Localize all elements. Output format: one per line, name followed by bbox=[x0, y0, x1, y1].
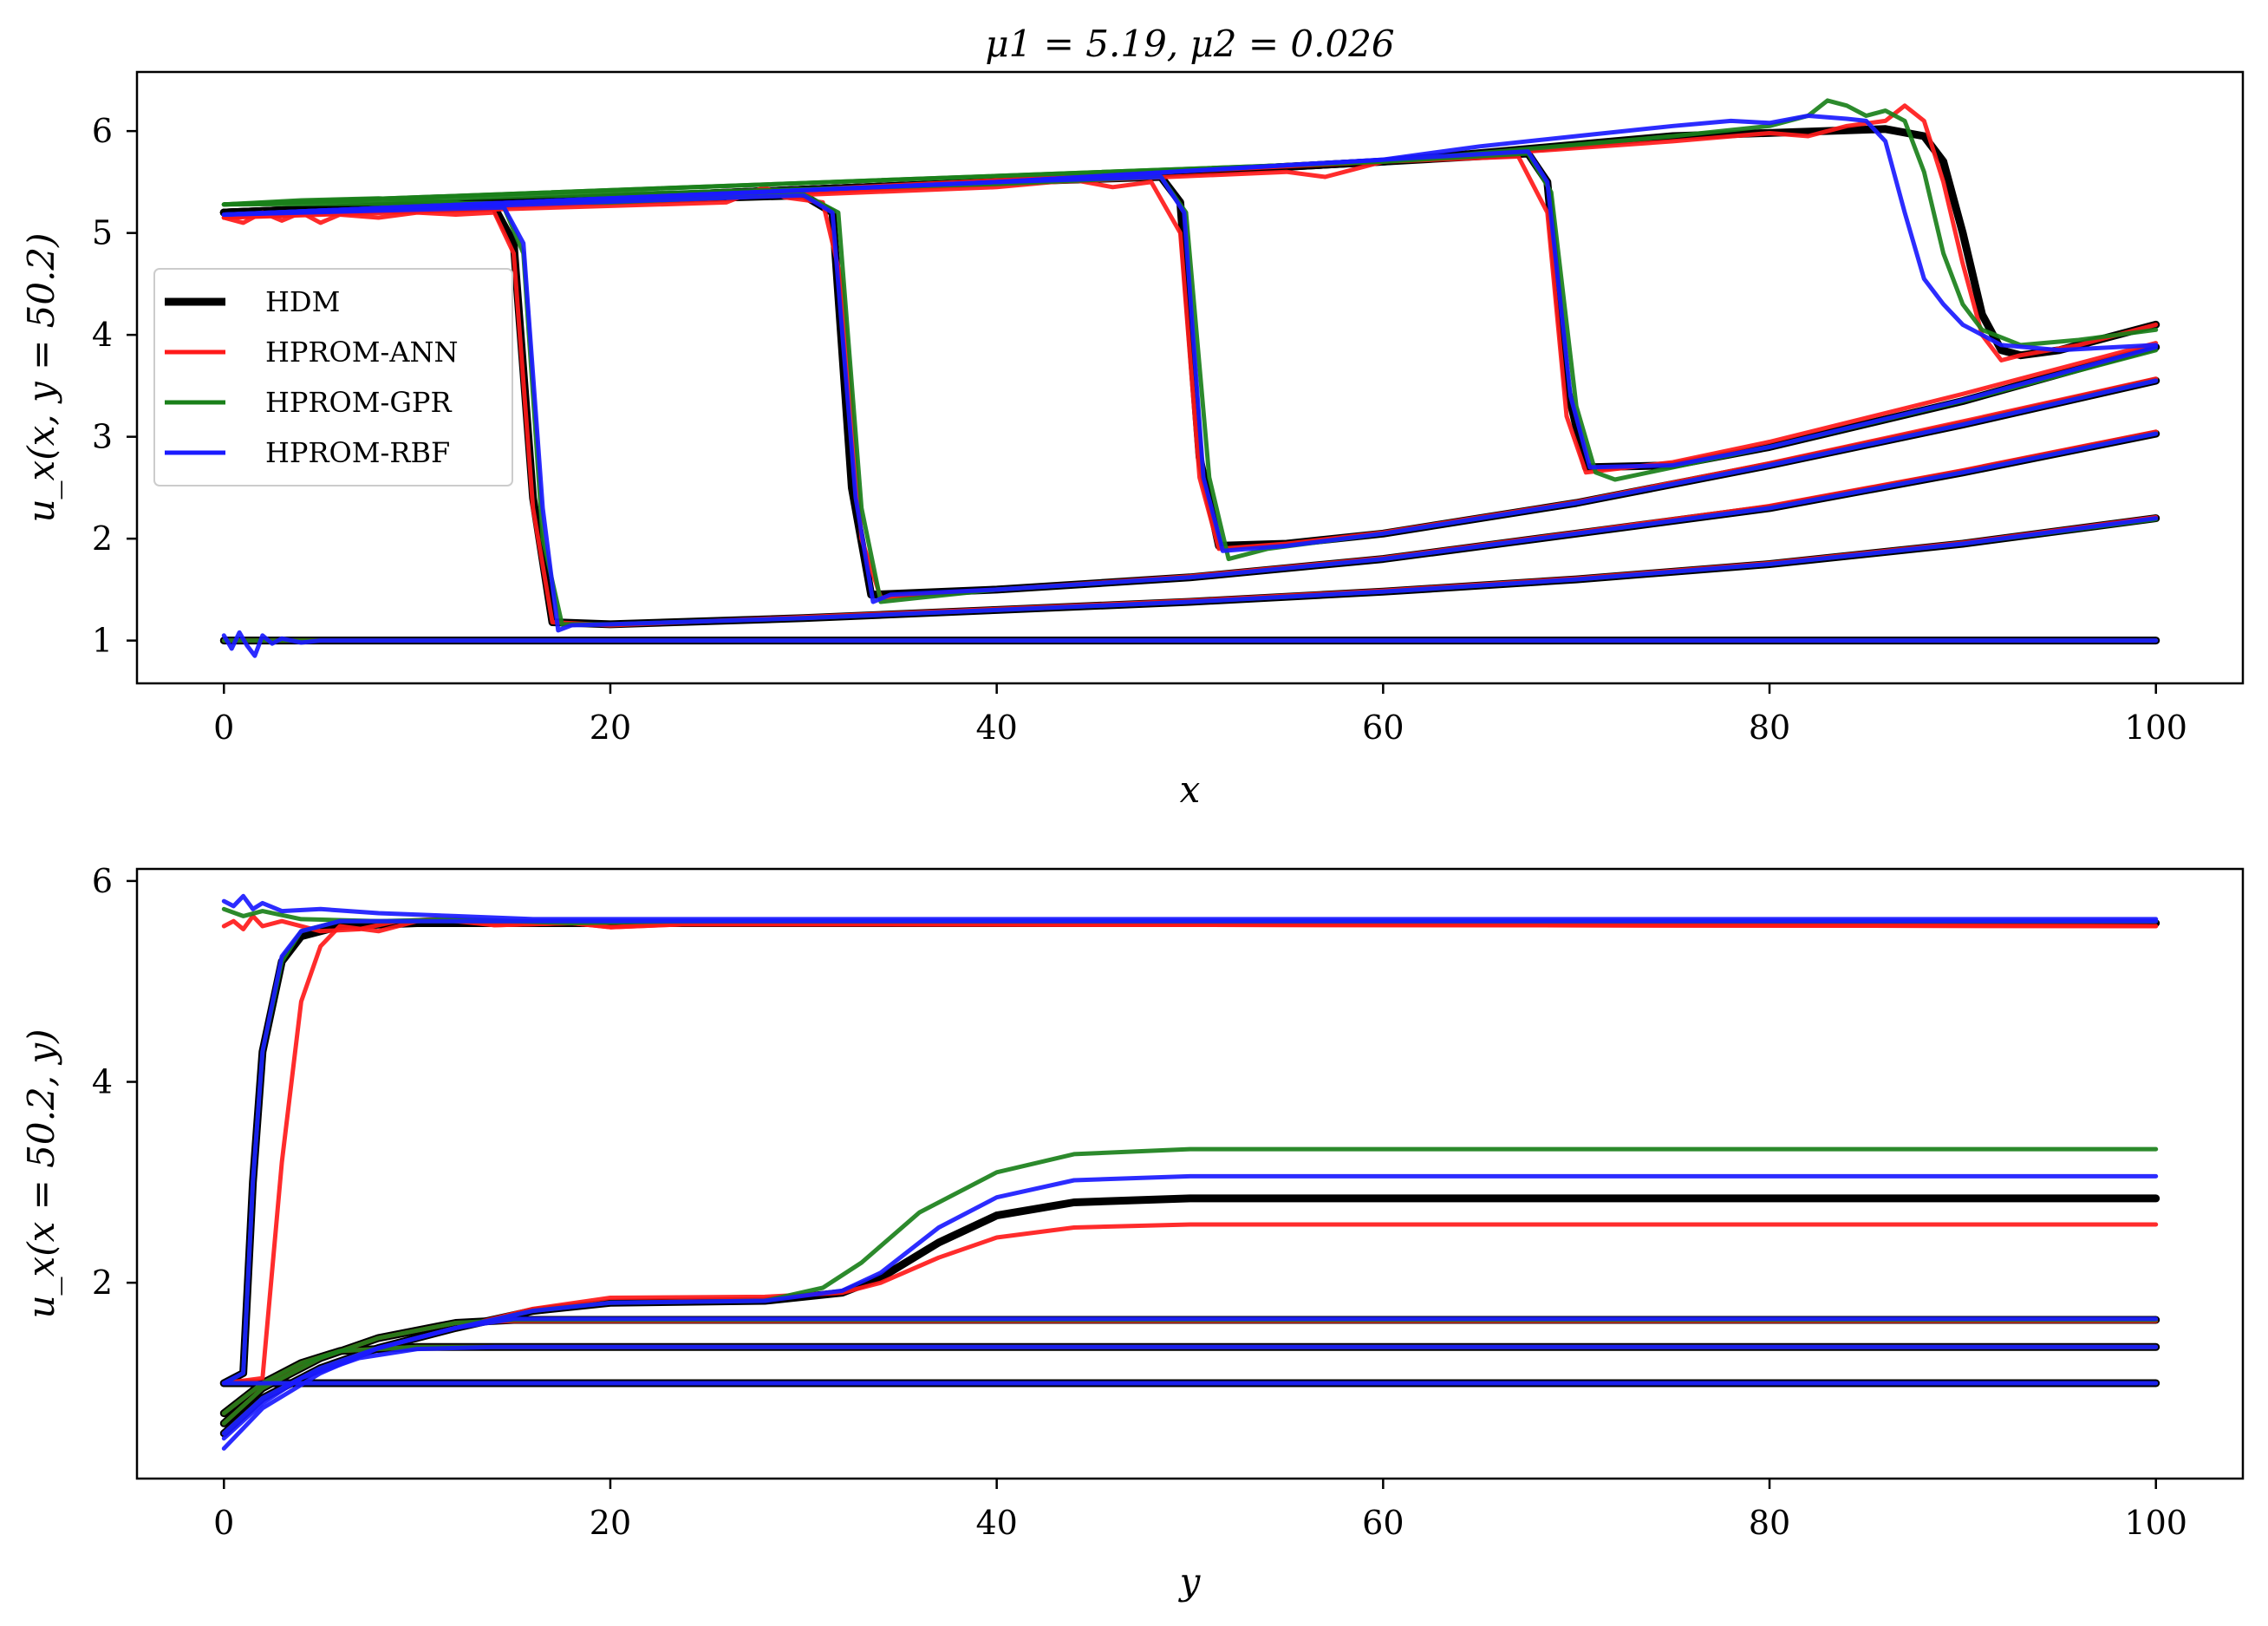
x-tick-label: 0 bbox=[213, 1504, 234, 1542]
series-hprom-rbf-curve-1 bbox=[221, 1344, 2159, 1441]
legend-label-hprom-rbf: HPROM-RBF bbox=[265, 436, 450, 469]
legend: HDM HPROM-ANN HPROM-GPR HPROM-RBF bbox=[153, 268, 513, 486]
series-hprom-gpr-curve-3 bbox=[221, 1146, 2159, 1436]
plot-area bbox=[219, 893, 2160, 1451]
bottom-plot: 0 20 40 60 80 100 2 4 6 y u_x(x = 50.2, y) bbox=[20, 862, 2245, 1603]
series-hprom-gpr-curve-2 bbox=[221, 1317, 2159, 1426]
x-tick-label: 80 bbox=[1749, 1504, 1790, 1542]
x-tick-label: 0 bbox=[213, 709, 234, 747]
top-plot: 0 20 40 60 80 100 1 2 3 4 5 6 x u_x(x, y = 50.2) μ1 = … bbox=[20, 23, 2245, 811]
x-tick-label: 60 bbox=[1362, 709, 1404, 747]
y-tick-label: 6 bbox=[92, 112, 113, 150]
x-tick-label: 100 bbox=[2124, 709, 2187, 747]
series-hdm-curve-2 bbox=[219, 1316, 2160, 1427]
series-hprom-ann-curve-4 bbox=[221, 154, 2159, 475]
series-hprom-rbf-curve-4 bbox=[221, 918, 2159, 1386]
axes-frame bbox=[135, 70, 2245, 685]
series-hprom-gpr-curve-5 bbox=[221, 98, 2159, 348]
series-hprom-ann-curve-3 bbox=[221, 1222, 2159, 1436]
y-tick-label: 2 bbox=[92, 1264, 113, 1302]
series-hprom-rbf-curve-5 bbox=[221, 893, 2159, 922]
series-hprom-rbf-curve-1 bbox=[221, 205, 2159, 633]
x-tick-label: 100 bbox=[2124, 1504, 2187, 1542]
series-hprom-ann-curve-5 bbox=[221, 103, 2159, 362]
chart-title: μ1 = 5.19, μ2 = 0.026 bbox=[985, 23, 1394, 65]
series-hprom-ann-curve-5 bbox=[221, 913, 2159, 934]
x-tick-label: 40 bbox=[975, 1504, 1017, 1542]
legend-label-hprom-gpr: HPROM-GPR bbox=[265, 386, 452, 419]
x-tick-label: 60 bbox=[1362, 1504, 1404, 1542]
y-tick-label: 1 bbox=[92, 622, 113, 660]
x-tick-label: 20 bbox=[590, 709, 631, 747]
x-tick-label: 40 bbox=[975, 709, 1017, 747]
y-tick-label: 6 bbox=[92, 862, 113, 900]
axes-frame bbox=[135, 867, 2245, 1480]
plot-area bbox=[219, 98, 2160, 658]
series-hprom-rbf-curve-3 bbox=[221, 1173, 2159, 1436]
legend-label-hprom-ann: HPROM-ANN bbox=[265, 336, 458, 369]
y-tick-label: 4 bbox=[92, 1063, 113, 1101]
series-hprom-rbf-curve-3 bbox=[221, 174, 2159, 553]
series-hprom-ann-curve-2 bbox=[221, 1318, 2159, 1426]
series-hprom-rbf-curve-2 bbox=[221, 193, 2159, 604]
x-tick-label: 20 bbox=[590, 1504, 631, 1542]
y-tick-label: 5 bbox=[92, 214, 113, 252]
x-axis-label: x bbox=[1180, 768, 1201, 811]
y-tick-label: 4 bbox=[92, 316, 113, 354]
legend-box bbox=[153, 268, 513, 486]
series-hprom-rbf-curve-0 bbox=[221, 630, 2159, 658]
y-tick-label: 3 bbox=[92, 418, 113, 456]
x-tick-label: 80 bbox=[1749, 709, 1790, 747]
y-tick-label: 2 bbox=[92, 519, 113, 558]
y-axis-label: u_x(x, y = 50.2) bbox=[20, 232, 62, 522]
y-axis-label: u_x(x = 50.2, y) bbox=[20, 1028, 62, 1318]
legend-label-hdm: HDM bbox=[265, 285, 340, 318]
series-hprom-rbf-curve-5 bbox=[221, 114, 2159, 353]
x-axis-label: y bbox=[1178, 1560, 1202, 1603]
